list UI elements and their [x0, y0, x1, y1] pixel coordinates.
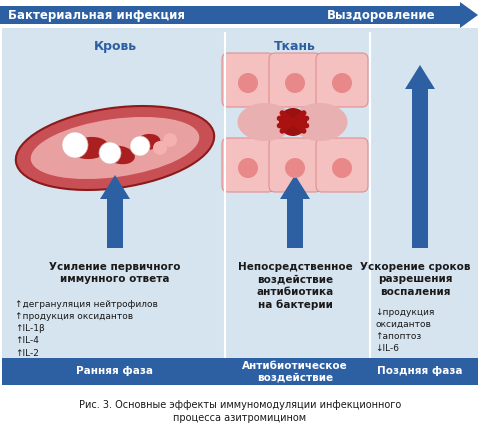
FancyBboxPatch shape [222, 53, 274, 107]
Circle shape [238, 158, 258, 178]
FancyBboxPatch shape [269, 138, 321, 192]
Ellipse shape [238, 103, 292, 141]
Circle shape [332, 158, 352, 178]
Polygon shape [280, 175, 310, 248]
Circle shape [163, 133, 177, 147]
Circle shape [99, 142, 121, 164]
Circle shape [285, 73, 305, 93]
Ellipse shape [31, 117, 199, 179]
Text: Ткань: Ткань [274, 40, 316, 53]
Text: Выздоровление: Выздоровление [326, 9, 435, 22]
Ellipse shape [292, 103, 348, 141]
Circle shape [62, 132, 88, 158]
FancyBboxPatch shape [316, 138, 368, 192]
Text: Рис. 3. Основные эффекты иммуномодуляции инфекционного
процесса азитромицином: Рис. 3. Основные эффекты иммуномодуляции… [79, 400, 401, 423]
Ellipse shape [279, 108, 307, 136]
Text: Бактериальная инфекция: Бактериальная инфекция [8, 9, 185, 22]
Ellipse shape [105, 146, 135, 164]
Polygon shape [405, 65, 435, 248]
Text: Усиление первичного
иммунного ответа: Усиление первичного иммунного ответа [49, 262, 181, 285]
FancyBboxPatch shape [316, 53, 368, 107]
Ellipse shape [16, 106, 214, 190]
Ellipse shape [71, 137, 109, 159]
Text: Антибиотическое
воздействие: Антибиотическое воздействие [242, 361, 348, 382]
Circle shape [153, 141, 167, 155]
Text: Кровь: Кровь [94, 40, 137, 53]
Circle shape [130, 136, 150, 156]
Text: Ранняя фаза: Ранняя фаза [76, 367, 154, 376]
Text: Непосредственное
воздействие
антибиотика
на бактерии: Непосредственное воздействие антибиотика… [238, 262, 352, 310]
FancyBboxPatch shape [222, 138, 274, 192]
Polygon shape [0, 2, 478, 28]
Text: Поздняя фаза: Поздняя фаза [377, 367, 463, 376]
FancyBboxPatch shape [269, 53, 321, 107]
FancyBboxPatch shape [2, 358, 478, 385]
Circle shape [332, 73, 352, 93]
Text: ↓продукция
оксидантов
↑апоптоз
↓IL-6: ↓продукция оксидантов ↑апоптоз ↓IL-6 [375, 308, 434, 353]
Circle shape [238, 73, 258, 93]
Polygon shape [100, 175, 130, 248]
Ellipse shape [135, 134, 160, 150]
Circle shape [285, 158, 305, 178]
Text: Ускорение сроков
разрешения
воспаления: Ускорение сроков разрешения воспаления [360, 262, 470, 297]
Text: ↑дегрануляция нейтрофилов
↑продукция оксидантов
↑IL-1β
↑IL-4
↑IL-2: ↑дегрануляция нейтрофилов ↑продукция окс… [15, 300, 158, 358]
FancyBboxPatch shape [2, 28, 478, 385]
